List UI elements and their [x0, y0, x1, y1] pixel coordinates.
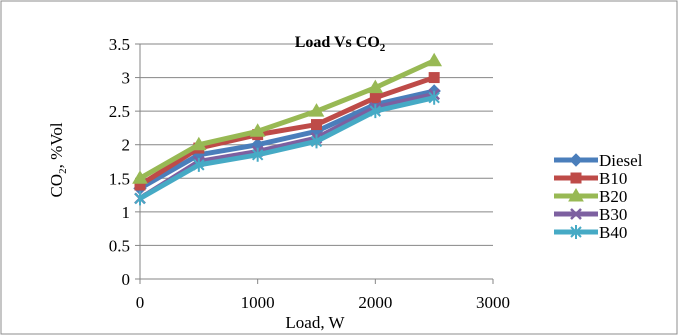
- legend-label: B10: [599, 169, 627, 188]
- y-tick-label: 1.5: [109, 169, 130, 188]
- legend-label: B30: [599, 205, 627, 224]
- legend-swatch-marker: [569, 153, 583, 167]
- data-point: [249, 123, 266, 137]
- data-point: [428, 90, 440, 105]
- data-point: [132, 170, 148, 184]
- legend-item-diesel: Diesel: [554, 151, 643, 170]
- chart-title: Load Vs CO2: [295, 34, 386, 54]
- series-b40: [134, 90, 440, 206]
- legend-swatch-marker: [570, 172, 582, 184]
- x-tick-label: 2000: [358, 293, 392, 312]
- series-line-diesel: [138, 88, 435, 191]
- legend-item-b10: B10: [554, 169, 627, 188]
- series-line-b20: [138, 58, 436, 181]
- data-point: [134, 191, 146, 206]
- x-axis-label: Load, W: [285, 313, 345, 332]
- x-tick-label: 1000: [241, 293, 275, 312]
- data-point: [426, 52, 443, 67]
- legend-item-b20: B20: [554, 187, 627, 206]
- y-tick-label: 0.5: [109, 236, 130, 255]
- y-tick-label: 2: [122, 136, 131, 155]
- chart-title-main: Load Vs CO: [295, 34, 380, 51]
- data-point: [190, 136, 207, 151]
- series-b20: [132, 52, 443, 184]
- legend-item-b40: B40: [554, 223, 627, 242]
- y-tick-label: 3: [122, 69, 131, 88]
- chart-title-subscript: 2: [380, 42, 386, 54]
- data-point: [367, 79, 384, 94]
- axes: 0 0.5 1 1.5 2 2.5 3 3.5 0 1000 2000 3000: [109, 35, 510, 312]
- legend-item-b30: B30: [554, 205, 627, 224]
- y-axis-label-suffix: , %Vol: [47, 122, 66, 168]
- data-point: [251, 147, 264, 162]
- legend-label: Diesel: [599, 151, 643, 170]
- data-point: [428, 72, 440, 84]
- x-tick-label: 0: [136, 293, 145, 312]
- y-axis-label-main: CO: [47, 174, 66, 198]
- y-axis-label-subscript: 2: [57, 168, 69, 174]
- y-tick-label: 2.5: [109, 102, 130, 121]
- y-tick-label: 3.5: [109, 35, 130, 54]
- x-tick-label: 3000: [476, 293, 510, 312]
- y-tick-label: 0: [122, 270, 131, 289]
- series-line-b10: [138, 75, 435, 188]
- legend-swatch-marker: [568, 188, 584, 202]
- legend-swatch-marker: [570, 225, 582, 239]
- y-tick-label: 1: [122, 203, 131, 222]
- data-point: [193, 157, 205, 172]
- series-layer: [132, 52, 443, 206]
- legend-label: B40: [599, 223, 627, 242]
- y-axis-label: CO2, %Vol: [47, 122, 69, 197]
- legend-label: B20: [599, 187, 627, 206]
- series-line-b40: [138, 95, 435, 201]
- data-point: [308, 103, 325, 117]
- data-point: [369, 104, 382, 119]
- data-point: [311, 119, 322, 131]
- data-point: [369, 92, 381, 104]
- data-point: [310, 134, 323, 149]
- legend-swatch-marker: [570, 208, 582, 220]
